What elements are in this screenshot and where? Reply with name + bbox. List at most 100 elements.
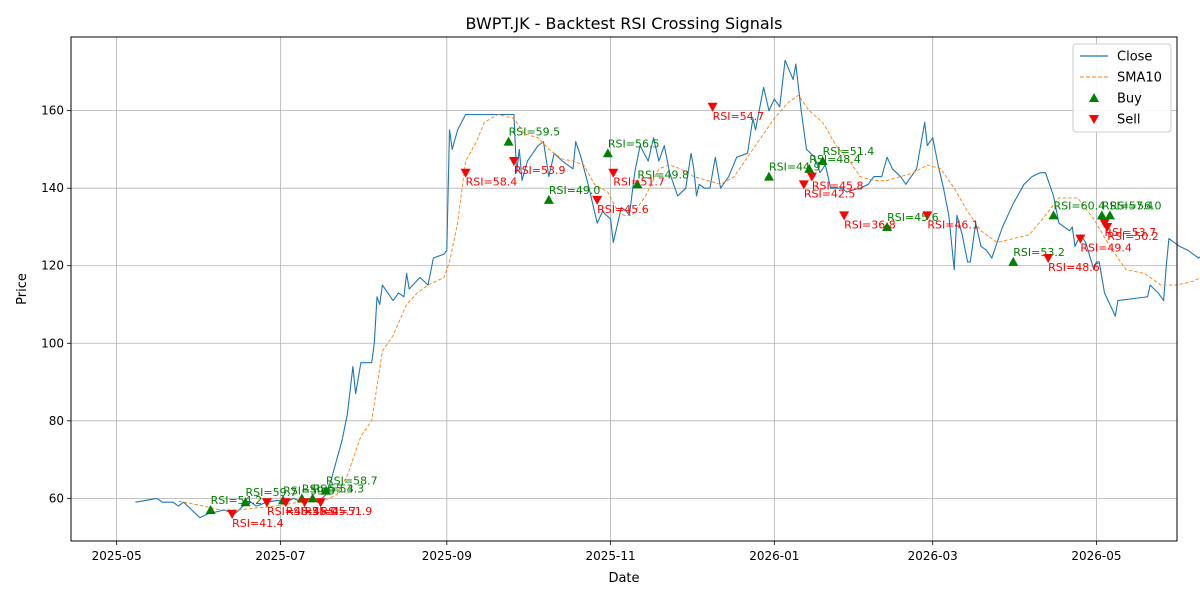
sell-signal-label: RSI=45.7: [305, 505, 357, 518]
buy-signal-marker: [503, 136, 514, 146]
buy-signal-label: RSI=58.7: [326, 475, 378, 488]
plot-frame: [70, 36, 1178, 542]
buy-signal-marker: [321, 485, 332, 495]
sell-signal-label: RSI=41.4: [232, 517, 284, 530]
sell-signal-marker: [315, 498, 326, 508]
sell-signal-marker: [460, 168, 471, 178]
sell-signal-label: RSI=51.9: [321, 505, 373, 518]
buy-signal-marker: [205, 504, 216, 514]
buy-signal-marker: [882, 221, 893, 231]
sell-signal-label: RSI=45.8: [812, 180, 864, 193]
sell-signal-label: RSI=49.4: [1080, 242, 1132, 255]
y-tick-label: 120: [41, 259, 64, 273]
buy-signal-label: RSI=54.2: [211, 494, 263, 507]
sell-signal-label: RSI=48.6: [1048, 261, 1100, 274]
buy-signal-label: RSI=44.9: [769, 161, 821, 174]
sell-signal-label: RSI=36.8: [844, 218, 896, 231]
sell-signal-label: RSI=42.5: [804, 187, 856, 200]
buy-signal-marker: [240, 497, 251, 507]
buy-signal-marker: [307, 493, 318, 503]
legend: Close SMA10 Buy Sell: [1072, 43, 1172, 133]
sell-signal-marker: [707, 102, 718, 112]
x-axis-label: Date: [608, 571, 639, 586]
sell-signal-marker: [592, 195, 603, 205]
sell-signal-label: RSI=54.7: [713, 110, 765, 123]
sell-signal-label: RSI=45.6: [597, 203, 649, 216]
x-tick-label: 2026-05: [1071, 549, 1121, 563]
buy-signal-label: RSI=56.5: [608, 137, 660, 150]
buy-signal-marker: [543, 194, 554, 204]
sell-signal-label: RSI=51.7: [613, 176, 665, 189]
sell-signal-marker: [280, 498, 291, 508]
sell-signal-label: RSI=50.2: [1107, 230, 1159, 243]
sell-signal-label: RSI=53.9: [514, 164, 566, 177]
sell-signal-marker: [1075, 234, 1086, 244]
x-tick-label: 2026-03: [908, 549, 958, 563]
plot-series: [135, 59, 1200, 519]
sell-signal-marker: [1102, 222, 1113, 232]
sma10-line: [178, 94, 1200, 511]
buy-signal-marker: [1096, 210, 1107, 220]
x-tick-label: 2026-01: [749, 549, 799, 563]
x-tick-label: 2025-07: [255, 549, 305, 563]
grid-lines: [71, 37, 1177, 541]
buy-signal-marker: [804, 163, 815, 173]
legend-sma10-label: SMA10: [1117, 71, 1162, 86]
sell-signal-label: RSI=46.1: [927, 218, 979, 231]
sell-signal-marker: [806, 172, 817, 182]
y-tick-label: 140: [41, 181, 64, 195]
sell-signal-label: RSI=58.4: [466, 176, 518, 189]
buy-signal-label: RSI=49.8: [637, 168, 689, 181]
x-tick-label: 2025-05: [92, 549, 142, 563]
buy-signal-marker: [632, 179, 643, 189]
buy-signal-marker: [817, 156, 828, 166]
sell-signal-marker: [261, 498, 272, 508]
sell-signal-marker: [299, 498, 310, 508]
sell-signal-marker: [508, 157, 519, 167]
buy-signal-label: RSI=59.7: [245, 486, 297, 499]
buy-signal-label: RSI=56.0: [1110, 199, 1162, 212]
signal-markers: [205, 102, 1115, 519]
axis-ticks: 2025-05 2025-07 2025-09 2025-11 2026-01 2026-…: [41, 104, 1121, 563]
buy-signal-label: RSI=59.5: [509, 126, 561, 139]
buy-signal-label: RSI=45.6: [887, 211, 939, 224]
legend-sell-marker: [1089, 115, 1099, 124]
y-axis-label: Price: [15, 273, 30, 305]
legend-box: [1072, 43, 1172, 133]
buy-signal-marker: [1048, 210, 1059, 220]
buy-signal-label: RSI=54.3: [313, 482, 365, 495]
x-tick-label: 2025-09: [422, 549, 472, 563]
buy-signal-label: RSI=48.4: [809, 153, 861, 166]
legend-sell-label: Sell: [1117, 113, 1140, 128]
buy-signal-label: RSI=57.4: [1102, 199, 1154, 212]
y-tick-label: 80: [49, 414, 64, 428]
sell-signal-marker: [839, 211, 850, 221]
y-tick-label: 60: [49, 491, 64, 505]
buy-signal-label: RSI=60.4: [1054, 199, 1106, 212]
sell-signal-marker: [1043, 253, 1054, 263]
buy-signal-marker: [1104, 210, 1115, 220]
close-price-line: [135, 59, 1200, 519]
sell-signal-marker: [608, 168, 619, 178]
buy-signal-marker: [602, 148, 613, 158]
legend-close-label: Close: [1117, 50, 1152, 65]
sell-signal-label: RSI=53.7: [1105, 226, 1157, 239]
buy-signal-marker: [1008, 256, 1019, 266]
sell-signal-marker: [227, 509, 238, 519]
buy-signal-label: RSI=59.8: [283, 484, 335, 497]
buy-signal-label: RSI=51.4: [823, 145, 875, 158]
signal-labels: RSI=54.2RSI=59.7RSI=59.8RSI=55.3RSI=54.3…: [211, 110, 1162, 530]
legend-buy-marker: [1089, 93, 1099, 102]
buy-signal-label: RSI=53.2: [1013, 246, 1065, 259]
y-tick-label: 160: [41, 104, 64, 118]
buy-signal-label: RSI=55.3: [302, 482, 354, 495]
chart-title: BWPT.JK - Backtest RSI Crossing Signals: [466, 14, 783, 33]
legend-buy-label: Buy: [1117, 92, 1142, 107]
sell-signal-label: RSI=45.0: [286, 505, 338, 518]
sell-signal-marker: [922, 211, 933, 221]
sell-signal-label: RSI=48.3: [267, 505, 319, 518]
buy-signal-marker: [763, 171, 774, 181]
